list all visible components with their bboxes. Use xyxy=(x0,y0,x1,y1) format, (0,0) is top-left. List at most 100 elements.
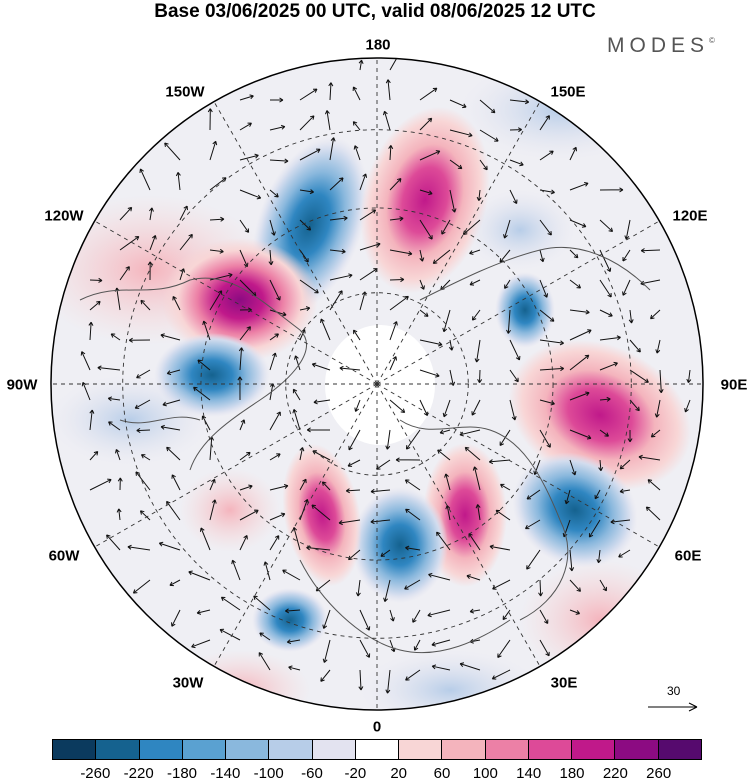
wind-arrow xyxy=(239,535,248,551)
wind-arrow xyxy=(288,665,301,671)
wind-arrow xyxy=(488,459,511,465)
wind-arrow xyxy=(269,512,286,521)
wind-arrow xyxy=(619,488,631,494)
wind-arrow xyxy=(171,609,181,627)
wind-arrow xyxy=(191,639,211,649)
colorbar-box xyxy=(485,740,529,759)
meridian-line xyxy=(376,101,541,385)
wind-arrow xyxy=(311,504,331,521)
wind-arrow xyxy=(449,189,457,213)
wind-arrow xyxy=(359,609,371,631)
wind-arrow xyxy=(207,108,213,131)
wind-arrow xyxy=(140,454,151,461)
wind-arrow xyxy=(320,318,331,341)
wind-arrow xyxy=(166,446,181,461)
wind-arrow xyxy=(654,399,661,418)
meridian-line xyxy=(213,383,378,667)
modes-logo: MODES© xyxy=(607,34,715,58)
wind-arrow xyxy=(569,219,587,228)
wind-arrow xyxy=(313,399,331,405)
wind-arrow xyxy=(259,632,271,641)
wind-arrow xyxy=(370,488,391,494)
wind-arrow xyxy=(509,399,517,421)
lon-label-180: 180 xyxy=(365,36,391,54)
wind-arrow xyxy=(444,473,451,491)
reference-vector-value: 30 xyxy=(667,684,681,698)
wind-arrow xyxy=(370,519,391,525)
wind-arrow xyxy=(269,535,280,551)
wind-arrow xyxy=(419,189,433,196)
wind-arrow xyxy=(355,579,361,597)
wind-arrow xyxy=(306,427,331,433)
wind-arrow xyxy=(477,369,483,384)
wind-arrow xyxy=(539,249,545,263)
wind-arrow xyxy=(110,333,121,341)
wind-arrow xyxy=(479,99,496,114)
wind-arrow xyxy=(239,122,252,131)
wind-arrow xyxy=(162,399,181,407)
lon-label-150w: 150W xyxy=(165,83,205,101)
colorbar-label: -20 xyxy=(344,765,367,782)
wind-arrow xyxy=(196,609,211,615)
wind-arrow xyxy=(495,509,511,521)
wind-arrow xyxy=(134,399,151,409)
wind-arrow xyxy=(389,399,406,413)
wind-arrow xyxy=(479,159,488,171)
wind-arrow xyxy=(299,306,311,312)
wind-arrow xyxy=(188,570,211,581)
wind-arrow xyxy=(500,483,511,491)
colorbar xyxy=(52,739,702,760)
latitude-circle xyxy=(122,129,632,639)
wind-arrow xyxy=(469,608,481,614)
wind-arrow xyxy=(389,216,404,222)
map-title: Base 03/06/2025 00 UTC, valid 08/06/2025… xyxy=(154,1,596,22)
wind-arrow xyxy=(239,219,250,233)
wind-arrow xyxy=(339,365,361,371)
wind-arrow xyxy=(439,429,451,435)
colorbar-box xyxy=(182,740,227,759)
wind-arrow xyxy=(239,419,246,431)
wind-arrow xyxy=(405,545,421,551)
wind-arrow xyxy=(89,409,95,431)
wind-arrow xyxy=(171,474,181,491)
colorbar-label: -220 xyxy=(123,765,154,782)
map-border xyxy=(50,57,704,711)
wind-arrow xyxy=(506,309,512,334)
wind-arrow xyxy=(464,446,481,461)
wind-arrow xyxy=(128,337,151,343)
wind-arrow xyxy=(115,449,121,461)
wind-arrow xyxy=(345,488,361,494)
wind-arrow xyxy=(380,549,391,557)
wind-arrow xyxy=(292,408,301,431)
wind-arrow xyxy=(474,339,481,363)
wind-arrow xyxy=(158,541,181,551)
lon-label-120e: 120E xyxy=(672,207,708,225)
wind-arrow xyxy=(569,459,577,476)
wind-arrow xyxy=(459,662,481,671)
wind-arrow xyxy=(442,309,451,333)
wind-arrow xyxy=(132,579,151,594)
wind-arrow xyxy=(539,219,552,236)
wind-arrow xyxy=(239,189,262,200)
wind-arrow xyxy=(471,399,481,416)
wind-arrow xyxy=(322,639,331,663)
lon-label-90e: 90E xyxy=(720,376,748,394)
wind-arrow xyxy=(338,519,361,526)
wind-arrow xyxy=(385,669,391,694)
wind-arrow xyxy=(269,483,289,491)
wind-arrow xyxy=(405,508,421,521)
lon-label-30e: 30E xyxy=(550,674,578,692)
wind-arrow xyxy=(599,309,613,317)
wind-arrow xyxy=(569,429,592,440)
colorbar-box xyxy=(96,740,140,759)
wind-arrow xyxy=(388,145,394,161)
wind-arrow xyxy=(209,248,224,254)
wind-arrow xyxy=(650,309,661,320)
wind-arrow xyxy=(413,639,421,651)
wind-arrow xyxy=(139,510,151,521)
wind-arrow xyxy=(419,279,425,290)
wind-arrow xyxy=(179,205,188,221)
wind-arrow xyxy=(116,508,122,521)
wind-arrow xyxy=(292,388,301,401)
wind-arrow xyxy=(466,574,481,581)
